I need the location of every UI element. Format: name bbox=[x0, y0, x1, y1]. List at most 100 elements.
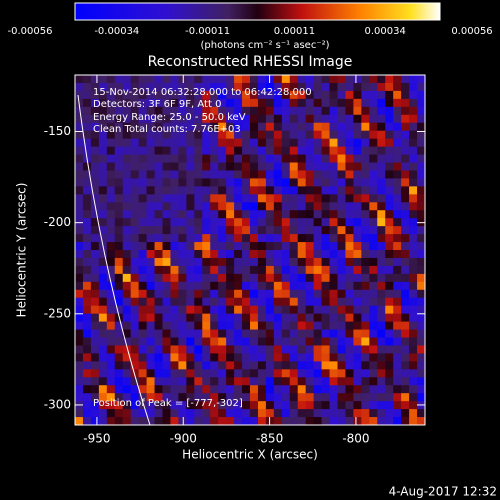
pixel bbox=[250, 178, 259, 187]
pixel bbox=[114, 162, 124, 171]
pixel bbox=[242, 361, 251, 370]
pixel bbox=[82, 409, 92, 418]
pixel bbox=[234, 75, 243, 84]
pixel bbox=[401, 90, 410, 100]
pixel bbox=[154, 297, 163, 307]
pixel bbox=[130, 409, 140, 418]
pixel bbox=[178, 242, 187, 251]
pixel bbox=[210, 289, 219, 299]
pixel bbox=[377, 234, 386, 243]
pixel bbox=[289, 186, 299, 195]
pixel bbox=[210, 401, 219, 410]
pixel bbox=[377, 321, 386, 331]
pixel bbox=[409, 273, 418, 283]
pixel bbox=[82, 417, 92, 425]
pixel bbox=[154, 345, 163, 354]
pixel bbox=[154, 194, 163, 203]
pixel bbox=[106, 337, 116, 346]
pixel bbox=[106, 377, 116, 386]
pixel bbox=[218, 75, 227, 84]
pixel bbox=[122, 218, 132, 227]
pixel bbox=[242, 178, 251, 187]
pixel bbox=[98, 154, 108, 163]
pixel bbox=[257, 417, 267, 425]
pixel bbox=[106, 75, 116, 84]
pixel bbox=[234, 234, 243, 243]
pixel bbox=[289, 90, 299, 100]
pixel bbox=[194, 162, 203, 171]
pixel bbox=[90, 329, 100, 338]
pixel bbox=[313, 146, 323, 156]
pixel bbox=[106, 297, 116, 307]
pixel bbox=[273, 417, 283, 425]
pixel bbox=[377, 250, 386, 259]
pixel bbox=[170, 369, 179, 378]
pixel bbox=[369, 154, 378, 163]
pixel bbox=[401, 281, 410, 291]
pixel bbox=[385, 257, 394, 267]
pixel bbox=[273, 114, 283, 124]
pixel bbox=[361, 305, 370, 315]
pixel bbox=[202, 265, 211, 275]
pixel bbox=[130, 385, 140, 394]
pixel bbox=[345, 234, 354, 243]
pixel bbox=[289, 218, 299, 227]
pixel bbox=[321, 265, 331, 275]
pixel bbox=[106, 82, 116, 92]
pixel bbox=[393, 90, 402, 100]
pixel bbox=[250, 234, 259, 243]
pixel bbox=[75, 321, 84, 331]
pixel bbox=[417, 257, 425, 267]
pixel bbox=[130, 345, 140, 354]
pixel bbox=[226, 401, 235, 410]
pixel bbox=[417, 82, 425, 92]
pixel bbox=[218, 242, 227, 251]
pixel bbox=[218, 194, 227, 203]
pixel bbox=[305, 242, 315, 251]
pixel bbox=[202, 226, 211, 235]
pixel bbox=[98, 281, 108, 291]
pixel bbox=[265, 297, 275, 307]
pixel bbox=[401, 361, 410, 370]
pixel bbox=[170, 401, 179, 410]
pixel bbox=[218, 281, 227, 291]
pixel bbox=[242, 377, 251, 386]
pixel bbox=[114, 75, 124, 84]
pixel bbox=[130, 178, 140, 187]
pixel bbox=[281, 409, 291, 418]
pixel bbox=[138, 257, 148, 267]
pixel bbox=[75, 242, 84, 251]
pixel bbox=[305, 75, 315, 84]
pixel bbox=[138, 98, 148, 108]
pixel bbox=[385, 401, 394, 410]
pixel bbox=[170, 90, 179, 100]
pixel bbox=[90, 146, 100, 156]
pixel bbox=[114, 226, 124, 235]
pixel bbox=[265, 289, 275, 299]
pixel bbox=[98, 329, 108, 338]
pixel bbox=[353, 162, 362, 171]
pixel bbox=[178, 353, 187, 362]
pixel bbox=[90, 122, 100, 132]
pixel bbox=[265, 210, 275, 219]
colorbar-tick-label: 0.00056 bbox=[451, 26, 492, 37]
pixel bbox=[242, 162, 251, 171]
pixel bbox=[178, 202, 187, 211]
pixel bbox=[377, 337, 386, 346]
pixel bbox=[130, 369, 140, 378]
pixel bbox=[250, 377, 259, 386]
pixel bbox=[146, 234, 156, 243]
pixel bbox=[154, 138, 163, 148]
pixel bbox=[345, 401, 354, 410]
pixel bbox=[186, 313, 195, 323]
pixel bbox=[353, 90, 362, 100]
pixel bbox=[178, 401, 187, 410]
pixel bbox=[377, 75, 386, 84]
pixel bbox=[202, 130, 211, 140]
pixel bbox=[114, 281, 124, 291]
pixel bbox=[186, 393, 195, 402]
pixel bbox=[369, 409, 378, 418]
pixel bbox=[337, 250, 346, 259]
pixel bbox=[154, 218, 163, 227]
pixel bbox=[234, 273, 243, 283]
